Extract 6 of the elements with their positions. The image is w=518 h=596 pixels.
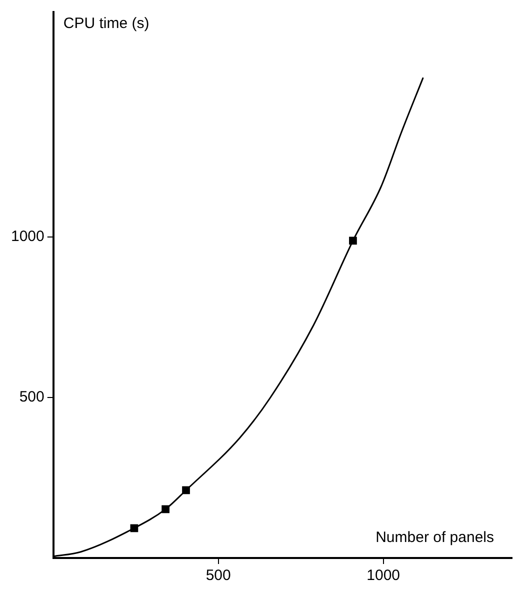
point (162, 505, 170, 514)
y-axis-title: CPU time (s) (63, 15, 150, 32)
point (130, 524, 138, 532)
x-axis-title: Number of panels (376, 529, 494, 546)
point (349, 236, 357, 245)
point (182, 486, 190, 494)
